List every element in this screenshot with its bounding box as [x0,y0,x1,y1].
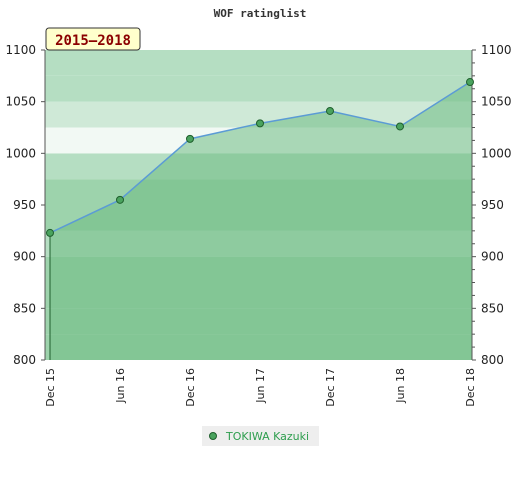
x-tick-label: Jun 18 [394,368,407,404]
left-tick-label: 950 [13,198,36,212]
legend-label: TOKIWA Kazuki [225,430,309,443]
right-tick-label: 1050 [481,95,512,109]
band [45,50,472,76]
right-tick-label: 1100 [481,43,512,57]
period-label: 2015–2018 [55,33,131,49]
left-tick-label: 1100 [5,43,36,57]
left-axis: 800 850 900 950 1000 1050 1100 [5,43,46,367]
right-tick-label: 800 [481,353,504,367]
right-tick-label: 900 [481,250,504,264]
legend-marker [209,432,217,440]
band [45,75,472,102]
data-point [396,122,404,131]
series-area [50,82,472,361]
left-tick-label: 850 [13,301,36,315]
left-tick-label: 800 [13,353,36,367]
right-tick-label: 950 [481,198,504,212]
data-point [46,228,54,237]
data-point [256,119,264,128]
series-layer [46,78,474,237]
data-point [116,195,124,204]
x-tick-label: Dec 18 [464,368,477,407]
period-badge-background [45,27,141,51]
legend-background [202,426,319,446]
data-point [466,78,474,87]
data-point [186,134,194,143]
right-tick-label: 1000 [481,146,512,160]
left-tick-label: 900 [13,250,36,264]
left-tick-label: 1050 [5,95,36,109]
left-tick-label: 1000 [5,146,36,160]
data-point [326,106,334,115]
x-tick-label: Jun 17 [254,368,267,404]
legend: TOKIWA Kazuki [202,426,319,446]
series-line [49,81,472,234]
area-layer [49,82,472,361]
x-tick-label: Jun 16 [114,368,127,404]
right-tick-label: 850 [481,301,504,315]
right-axis: 800 850 900 950 1000 1050 1100 [471,43,512,367]
x-tick-label: Dec 16 [184,368,197,407]
x-tick-label: Dec 17 [324,368,337,407]
x-axis: Dec 15 Jun 16 Dec 16 Jun 17 Dec 17 Jun 18 Dec … [44,368,477,407]
chart-title: WOF ratinglist [214,7,307,20]
x-tick-label: Dec 15 [44,368,57,407]
period-badge: 2015–2018 [45,27,141,51]
